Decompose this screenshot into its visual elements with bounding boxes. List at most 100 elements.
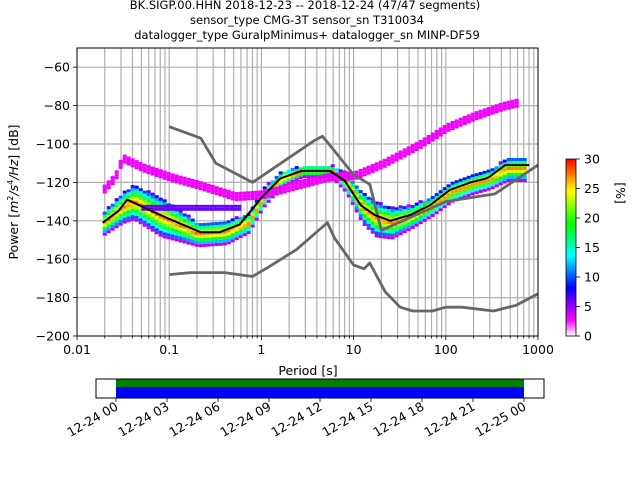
density-cell [370, 227, 375, 231]
density-cell [262, 195, 267, 199]
density-cell [194, 222, 199, 226]
density-cell [294, 166, 299, 170]
density-cell [190, 242, 195, 246]
density-cell [334, 180, 339, 184]
density-cell [254, 208, 259, 212]
density-cell [158, 172, 163, 176]
density-cell [382, 232, 387, 236]
density-cell [234, 192, 239, 196]
density-cell [382, 208, 387, 212]
density-cell [458, 190, 463, 194]
density-cell [306, 175, 311, 179]
density-cell [394, 231, 399, 235]
density-cell [442, 125, 447, 128]
density-cell [178, 178, 183, 182]
density-cell [302, 166, 307, 170]
density-cell [126, 162, 131, 166]
density-cell [166, 230, 171, 234]
density-cell [158, 197, 163, 201]
density-cell [370, 221, 375, 225]
density-cell [466, 114, 471, 118]
density-cell [154, 198, 159, 202]
density-cell [394, 234, 399, 238]
density-cell [458, 178, 463, 182]
density-cell [186, 235, 191, 239]
density-cell [294, 184, 299, 188]
density-cell [494, 107, 499, 111]
density-cell [482, 108, 487, 112]
density-cell [302, 175, 307, 179]
density-cell [142, 214, 147, 218]
density-cell [354, 206, 359, 210]
density-cell [466, 175, 471, 179]
density-heatmap [102, 98, 527, 248]
density-cell [410, 208, 415, 211]
density-cell [138, 200, 143, 204]
density-cell [126, 201, 131, 205]
y-tick-label: −100 [36, 137, 70, 152]
density-cell [234, 237, 239, 241]
density-cell [213, 207, 218, 211]
density-cell [110, 203, 115, 207]
density-cell [242, 227, 247, 231]
density-cell [358, 174, 363, 178]
density-cell [414, 208, 419, 212]
density-cell [266, 184, 271, 188]
density-cell [498, 102, 503, 106]
density-cell [206, 225, 211, 229]
density-cell [410, 150, 415, 154]
colorbar-tick-label: 10 [584, 270, 600, 285]
density-cell [250, 221, 255, 225]
density-cell [149, 204, 154, 208]
density-cell [434, 193, 439, 197]
density-cell [238, 217, 243, 221]
density-cell [122, 190, 127, 194]
density-cell [162, 232, 167, 236]
density-cell [218, 221, 223, 225]
density-cell [474, 114, 479, 118]
density-cell [378, 166, 383, 170]
density-cell [502, 168, 507, 172]
density-cell [390, 215, 395, 219]
density-cell [238, 191, 243, 195]
density-cell [502, 165, 507, 169]
plot-frame [76, 47, 539, 337]
density-cell [198, 229, 203, 233]
density-cell [198, 235, 203, 239]
density-cell [370, 170, 375, 173]
density-cell [426, 201, 431, 205]
density-cell [141, 207, 146, 211]
density-cell [486, 172, 491, 176]
density-cell [450, 196, 455, 200]
density-cell [406, 152, 411, 156]
density-cell [366, 168, 371, 172]
density-cell [230, 236, 235, 240]
density-cell [238, 235, 243, 239]
density-cell [486, 181, 491, 185]
density-cell [157, 204, 162, 208]
density-cell [418, 145, 423, 149]
density-cell [326, 178, 331, 182]
density-cell [166, 224, 171, 228]
density-cell [174, 235, 179, 239]
density-cell [210, 185, 215, 188]
density-cell [342, 171, 347, 175]
density-cell [358, 168, 363, 172]
density-cell [274, 178, 279, 182]
density-cell [434, 130, 439, 133]
density-cell [230, 224, 235, 228]
density-cell [354, 170, 359, 174]
density-cell [410, 147, 415, 151]
density-cell [322, 166, 327, 170]
density-cell [114, 176, 119, 180]
density-cell [218, 190, 223, 194]
density-cell [138, 206, 143, 210]
density-cell [390, 212, 395, 216]
density-cell [230, 197, 235, 201]
density-cell [274, 184, 279, 188]
density-cell [522, 179, 527, 182]
density-cell [110, 176, 115, 180]
density-cell [506, 103, 511, 107]
density-cell [122, 196, 127, 200]
density-cell [206, 237, 211, 241]
